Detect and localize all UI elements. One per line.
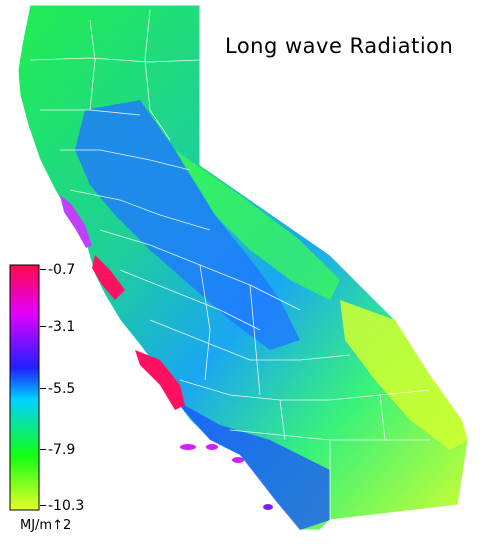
legend-label: -7.9 xyxy=(48,442,76,458)
legend-label: -5.5 xyxy=(48,381,76,397)
island xyxy=(180,444,196,450)
legend-gradient xyxy=(9,264,40,511)
central-valley-region xyxy=(75,100,300,350)
sierra-region xyxy=(175,150,340,300)
legend-tick xyxy=(40,505,46,506)
county-boundaries xyxy=(29,9,431,520)
desert-region xyxy=(340,300,468,450)
southern-coast-region xyxy=(175,400,330,530)
island xyxy=(206,444,218,450)
coastal-magenta xyxy=(60,195,92,248)
legend-label: -10.3 xyxy=(48,498,85,514)
legend-tick xyxy=(40,388,46,389)
legend-tick xyxy=(40,326,46,327)
legend-tick xyxy=(40,449,46,450)
legend-unit: MJ/m↑2 xyxy=(20,518,72,533)
coastal-red-strip xyxy=(92,255,125,300)
map-title: Long wave Radiation xyxy=(225,34,454,58)
legend-label: -0.7 xyxy=(48,262,76,278)
coastal-red-strip-south xyxy=(135,350,185,410)
legend-tick xyxy=(40,269,46,270)
legend-label: -3.1 xyxy=(48,319,76,335)
island xyxy=(232,457,244,463)
island xyxy=(263,504,273,510)
